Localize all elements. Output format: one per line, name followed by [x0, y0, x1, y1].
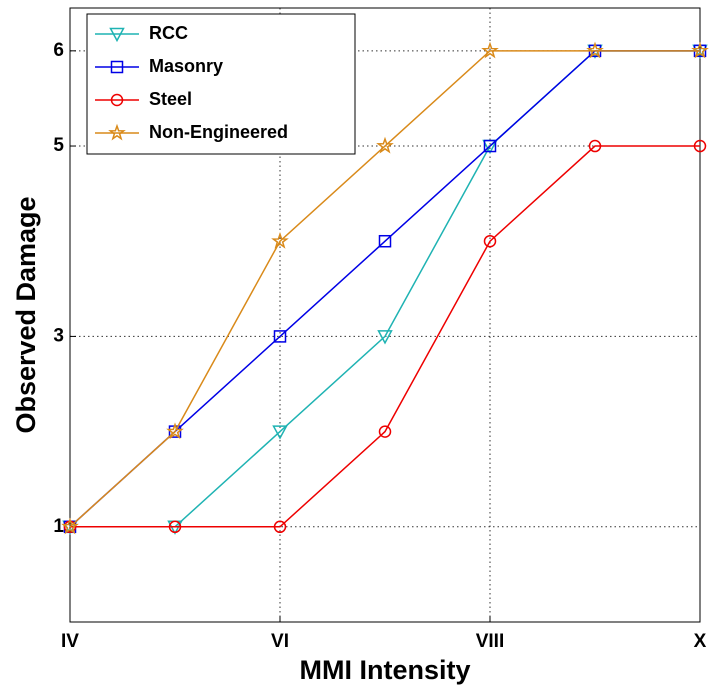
plot-frame [69, 7, 701, 623]
legend-box [86, 13, 356, 155]
x-axis-label: MMI Intensity [299, 655, 470, 685]
marker [110, 93, 124, 107]
marker [168, 520, 182, 534]
marker [109, 27, 125, 43]
marker [61, 517, 79, 535]
marker [108, 123, 126, 141]
marker [691, 41, 709, 59]
marker [481, 41, 499, 59]
marker [273, 330, 287, 343]
marker [378, 234, 392, 248]
marker [273, 520, 287, 534]
x-tick-label: VIII [476, 631, 505, 652]
series-line [69, 50, 700, 528]
legend-label: Non-Engineered [149, 122, 288, 142]
marker [376, 136, 394, 154]
marker [586, 41, 604, 59]
legend-label: Steel [149, 89, 192, 109]
legend-label: RCC [149, 23, 188, 43]
legend-label: Masonry [149, 56, 223, 76]
y-tick-label: 6 [53, 40, 64, 61]
marker [110, 60, 124, 74]
marker [377, 330, 393, 345]
marker [588, 139, 602, 153]
marker [166, 422, 184, 440]
y-tick-label: 1 [53, 516, 64, 537]
marker [483, 139, 497, 153]
legend: RCC Masonry Steel Non-Engineered [86, 13, 356, 155]
x-tick-label: X [694, 631, 707, 652]
x-tick-label: IV [61, 631, 79, 652]
marker [693, 139, 707, 153]
marker [271, 231, 289, 249]
series-line [70, 145, 700, 528]
marker [483, 234, 497, 248]
marker [378, 425, 392, 438]
y-tick-label: 5 [53, 135, 64, 156]
x-tick-label: VI [271, 631, 289, 652]
marker [272, 425, 288, 440]
y-axis-label: Observed Damage [11, 196, 41, 433]
y-tick-label: 3 [53, 325, 64, 346]
